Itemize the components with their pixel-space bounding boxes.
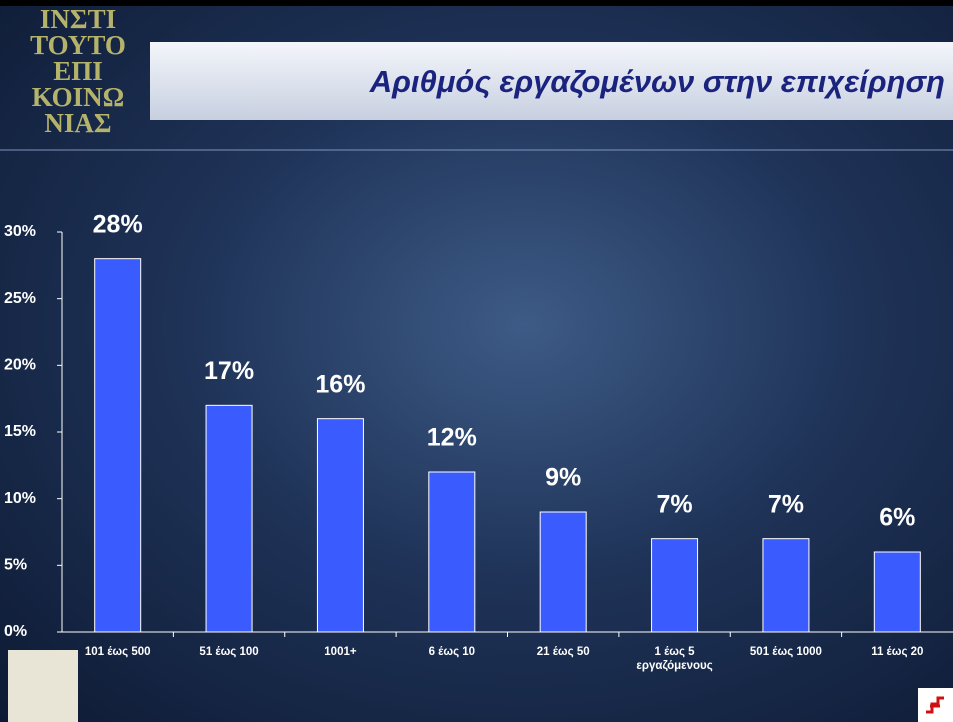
- slide: Αριθμός εργαζομένων στην επιχείρηση ΙΝΣΤ…: [0, 0, 953, 722]
- data-label: 7%: [768, 490, 804, 518]
- y-tick-label: 5%: [4, 557, 27, 574]
- x-tick-label: 6 έως 10: [398, 645, 506, 659]
- y-tick-label: 20%: [4, 357, 36, 374]
- seal-icon: [8, 650, 78, 722]
- bar: [206, 405, 252, 632]
- data-label: 28%: [93, 210, 143, 238]
- chart: Αριθμός εργαζομένων στην επιχείρηση ΙΝΣΤ…: [0, 0, 953, 722]
- data-label: 12%: [427, 424, 477, 452]
- x-tick-label: 1 έως 5 εργαζόμενους: [621, 645, 729, 673]
- y-tick-label: 30%: [4, 223, 36, 240]
- x-tick-label: 11 έως 20: [843, 645, 951, 659]
- bar: [429, 472, 475, 632]
- y-tick-label: 25%: [4, 290, 36, 307]
- data-label: 16%: [315, 370, 365, 398]
- y-tick-label: 0%: [4, 623, 27, 640]
- data-label: 6%: [879, 504, 915, 532]
- bar: [317, 419, 363, 632]
- logo-line: ΝΙΑΣ: [44, 108, 111, 138]
- bar: [874, 552, 920, 632]
- data-label: 9%: [545, 464, 581, 492]
- bar: [763, 539, 809, 632]
- data-label: 17%: [204, 357, 254, 385]
- data-label: 7%: [656, 490, 692, 518]
- chart-title: Αριθμός εργαζομένων στην επιχείρηση: [369, 64, 945, 99]
- bar: [652, 539, 698, 632]
- x-tick-label: 51 έως 100: [175, 645, 283, 659]
- x-tick-label: 501 έως 1000: [732, 645, 840, 659]
- x-tick-label: 101 έως 500: [64, 645, 172, 659]
- y-tick-label: 10%: [4, 490, 36, 507]
- y-tick-label: 15%: [4, 423, 36, 440]
- bar: [540, 512, 586, 632]
- x-tick-label: 21 έως 50: [509, 645, 617, 659]
- bar: [95, 259, 141, 632]
- top-border: [0, 0, 953, 6]
- x-tick-label: 1001+: [286, 645, 394, 659]
